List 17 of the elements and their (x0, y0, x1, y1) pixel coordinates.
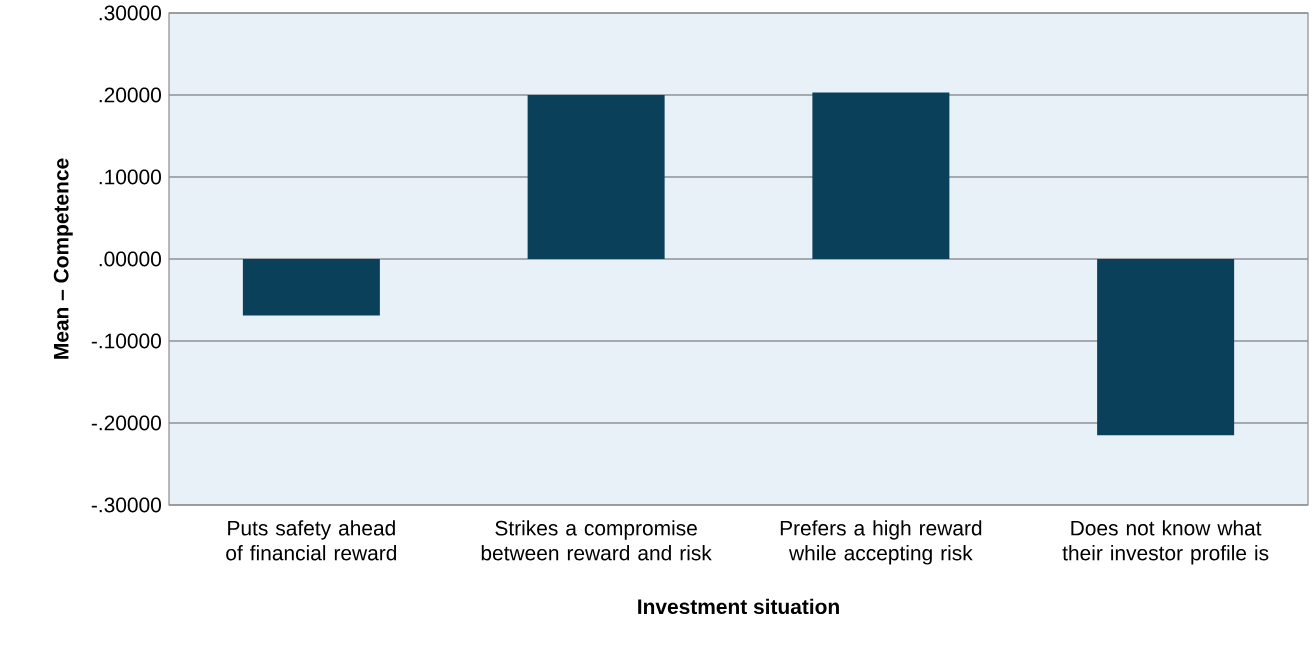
y-tick-label: -.10000 (91, 333, 161, 349)
x-tick-label: Strikes a compromise between reward and risk (481, 520, 712, 561)
bar (242, 259, 380, 316)
bar (812, 92, 950, 259)
y-tick-label: -.30000 (91, 497, 161, 513)
bar (527, 94, 665, 259)
y-tick-label: .00000 (99, 251, 161, 267)
y-tick-label: .10000 (99, 169, 161, 185)
y-axis-title: Mean – Competence (53, 158, 73, 359)
y-tick-label: .20000 (99, 87, 161, 103)
x-tick-label: Prefers a high reward while accepting risk (780, 520, 982, 565)
x-tick-label: Does not know what their investor profile is (1062, 520, 1269, 565)
x-tick-label: Puts safety ahead of financial reward (226, 520, 397, 561)
y-tick-label: .30000 (99, 5, 161, 21)
x-axis-title: Investment situation (638, 598, 839, 615)
bar (1097, 259, 1235, 436)
y-tick-label: -.20000 (91, 415, 161, 431)
